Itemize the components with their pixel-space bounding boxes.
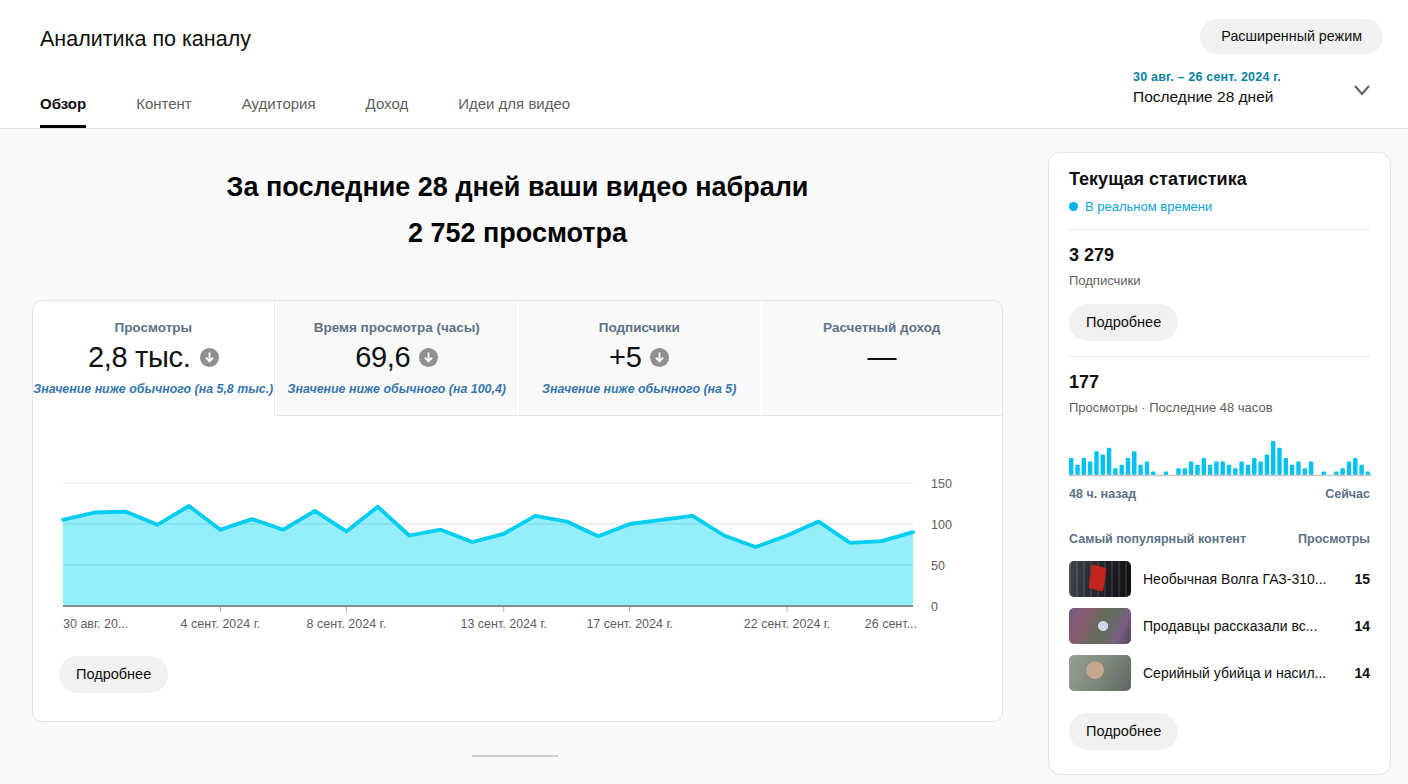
metric-tab-watchtime[interactable]: Время просмотра (часы) 69,6 Значение ниж… (275, 301, 518, 416)
views-48h-label: Просмотры · Последние 48 часов (1069, 400, 1370, 415)
trend-down-icon (200, 348, 219, 367)
metric-tab-subscribers[interactable]: Подписчики +5 Значение ниже обычного (на… (517, 301, 760, 416)
video-row[interactable]: Серийный убийца и насил... 14 (1069, 655, 1370, 691)
views-48h-bar-chart[interactable]: 48 ч. назад Сейчас (1069, 437, 1370, 501)
tab-audience[interactable]: Аудитория (242, 95, 316, 128)
metric-note: Значение ниже обычного (на 5,8 тыс.) (33, 382, 274, 396)
tab-revenue[interactable]: Доход (366, 95, 409, 128)
svg-text:22 сент. 2024 г.: 22 сент. 2024 г. (744, 617, 831, 631)
tab-video-ideas[interactable]: Идеи для видео (458, 95, 570, 128)
realtime-title: Текущая статистика (1069, 169, 1370, 190)
svg-text:150: 150 (931, 477, 952, 491)
svg-text:17 сент. 2024 г.: 17 сент. 2024 г. (586, 617, 673, 631)
video-row[interactable]: Необычная Волга ГАЗ-310... 15 (1069, 561, 1370, 597)
svg-text:30 авг. 20...: 30 авг. 20... (63, 617, 128, 631)
svg-text:100: 100 (931, 518, 952, 532)
details-button-main[interactable]: Подробнее (59, 656, 168, 693)
video-title: Необычная Волга ГАЗ-310... (1143, 571, 1342, 587)
summary-headline: За последние 28 дней ваши видео набрали … (32, 164, 1003, 257)
advanced-mode-button[interactable]: Расширенный режим (1200, 19, 1383, 54)
metric-label: Расчетный доход (762, 320, 1003, 335)
metric-value: +5 (609, 341, 641, 374)
subscribers-label: Подписчики (1069, 273, 1370, 288)
video-views: 14 (1354, 665, 1370, 681)
details-button-realtime[interactable]: Подробнее (1069, 713, 1178, 750)
live-dot-icon (1069, 202, 1078, 211)
views-48h-count: 177 (1069, 372, 1370, 393)
metric-value: 2,8 тыс. (88, 341, 191, 374)
details-button-subscribers[interactable]: Подробнее (1069, 304, 1178, 341)
page-title: Аналитика по каналу (40, 27, 251, 52)
video-row[interactable]: Продавцы рассказали вс... 14 (1069, 608, 1370, 644)
page-divider (472, 755, 558, 757)
metric-note: Значение ниже обычного (на 100,4) (277, 382, 518, 396)
header: Аналитика по каналу Расширенный режим 30… (0, 0, 1408, 129)
metric-value: 69,6 (355, 341, 410, 374)
realtime-label: В реальном времени (1085, 199, 1212, 214)
video-views: 15 (1354, 571, 1370, 587)
metric-value: — (867, 341, 896, 374)
divider (1069, 229, 1370, 230)
date-range-text: 30 авг. – 26 сент. 2024 г. (1133, 70, 1281, 84)
video-thumbnail (1069, 608, 1131, 644)
video-thumbnail (1069, 655, 1131, 691)
video-views: 14 (1354, 618, 1370, 634)
svg-text:8 сент. 2024 г.: 8 сент. 2024 г. (307, 617, 387, 631)
views-area-chart[interactable]: 0 50 100 150 30 авг. 20... 4 сент. 2024 г. 8 с… (33, 416, 1002, 633)
summary-line2: 2 752 просмотра (32, 210, 1003, 256)
svg-text:13 сент. 2024 г.: 13 сент. 2024 г. (460, 617, 547, 631)
bars-axis-right: Сейчас (1325, 487, 1370, 501)
divider (1069, 356, 1370, 357)
date-range-picker[interactable]: 30 авг. – 26 сент. 2024 г. Последние 28 … (1133, 70, 1281, 106)
overview-card: Просмотры 2,8 тыс. Значение ниже обычног… (32, 300, 1003, 722)
realtime-card: Текущая статистика В реальном времени 3 … (1048, 152, 1391, 775)
top-content-list: Необычная Волга ГАЗ-310... 15 Продавцы р… (1069, 561, 1370, 691)
svg-text:26 сент...: 26 сент... (865, 617, 917, 631)
svg-text:4 сент. 2024 г.: 4 сент. 2024 г. (181, 617, 261, 631)
video-title: Продавцы рассказали вс... (1143, 618, 1342, 634)
metric-tab-views[interactable]: Просмотры 2,8 тыс. Значение ниже обычног… (33, 301, 275, 416)
subscribers-count: 3 279 (1069, 245, 1370, 266)
metric-note: Значение ниже обычного (на 5) (519, 382, 760, 396)
tab-content[interactable]: Контент (136, 95, 192, 128)
top-content-header: Самый популярный контент (1069, 532, 1246, 546)
trend-down-icon (419, 348, 438, 367)
chevron-down-icon[interactable] (1352, 82, 1372, 98)
svg-text:0: 0 (931, 600, 938, 614)
summary-line1: За последние 28 дней ваши видео набрали (32, 164, 1003, 210)
metric-tab-revenue[interactable]: Расчетный доход — (760, 301, 1003, 416)
metric-label: Подписчики (519, 320, 760, 335)
metric-tabs: Просмотры 2,8 тыс. Значение ниже обычног… (33, 301, 1002, 416)
metric-label: Просмотры (33, 320, 274, 335)
analytics-tabs: Обзор Контент Аудитория Доход Идеи для в… (40, 95, 570, 128)
video-title: Серийный убийца и насил... (1143, 665, 1342, 681)
date-preset-text: Последние 28 дней (1133, 88, 1281, 106)
tab-overview[interactable]: Обзор (40, 95, 86, 128)
metric-label: Время просмотра (часы) (277, 320, 518, 335)
trend-down-icon (650, 348, 669, 367)
bars-axis-left: 48 ч. назад (1069, 487, 1136, 501)
top-content-views-header: Просмотры (1298, 532, 1370, 546)
video-thumbnail (1069, 561, 1131, 597)
svg-text:50: 50 (931, 559, 945, 573)
